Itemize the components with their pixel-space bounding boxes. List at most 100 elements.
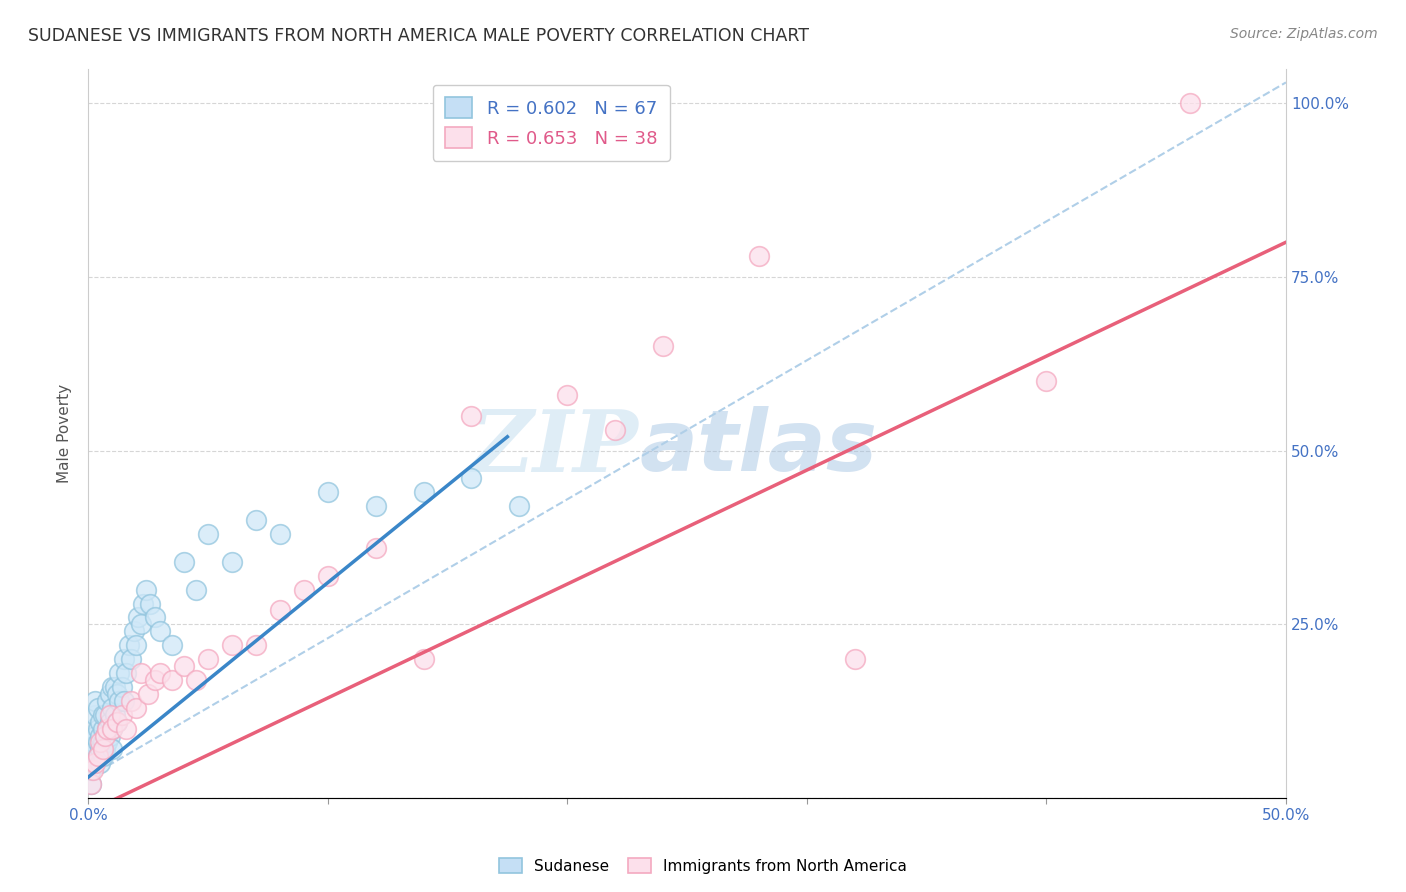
Point	[105, 687, 128, 701]
Point	[160, 673, 183, 687]
Point	[87, 749, 110, 764]
Point	[89, 756, 111, 771]
Point	[364, 500, 387, 514]
Point	[84, 729, 107, 743]
Point	[98, 687, 121, 701]
Point	[160, 638, 183, 652]
Point	[91, 707, 114, 722]
Point	[101, 680, 124, 694]
Point	[221, 638, 243, 652]
Y-axis label: Male Poverty: Male Poverty	[58, 384, 72, 483]
Point	[94, 742, 117, 756]
Point	[120, 652, 142, 666]
Point	[412, 485, 434, 500]
Point	[748, 249, 770, 263]
Point	[108, 694, 131, 708]
Point	[96, 722, 118, 736]
Point	[364, 541, 387, 555]
Point	[245, 638, 267, 652]
Point	[79, 777, 101, 791]
Point	[98, 729, 121, 743]
Point	[120, 694, 142, 708]
Point	[173, 555, 195, 569]
Point	[136, 687, 159, 701]
Point	[87, 722, 110, 736]
Point	[460, 471, 482, 485]
Point	[149, 624, 172, 639]
Point	[125, 638, 148, 652]
Point	[143, 673, 166, 687]
Point	[316, 485, 339, 500]
Point	[132, 597, 155, 611]
Point	[135, 582, 157, 597]
Point	[269, 603, 291, 617]
Text: SUDANESE VS IMMIGRANTS FROM NORTH AMERICA MALE POVERTY CORRELATION CHART: SUDANESE VS IMMIGRANTS FROM NORTH AMERIC…	[28, 27, 808, 45]
Point	[245, 513, 267, 527]
Point	[101, 722, 124, 736]
Point	[94, 729, 117, 743]
Point	[139, 597, 162, 611]
Point	[82, 722, 104, 736]
Text: ZIP: ZIP	[471, 406, 640, 490]
Text: Source: ZipAtlas.com: Source: ZipAtlas.com	[1230, 27, 1378, 41]
Point	[91, 742, 114, 756]
Point	[129, 665, 152, 680]
Point	[460, 409, 482, 423]
Point	[84, 694, 107, 708]
Point	[173, 659, 195, 673]
Point	[79, 764, 101, 778]
Point	[101, 742, 124, 756]
Point	[82, 756, 104, 771]
Point	[111, 680, 134, 694]
Point	[112, 652, 135, 666]
Point	[1178, 96, 1201, 111]
Point	[96, 722, 118, 736]
Point	[101, 700, 124, 714]
Point	[87, 700, 110, 714]
Point	[98, 707, 121, 722]
Point	[269, 527, 291, 541]
Point	[197, 527, 219, 541]
Legend: Sudanese, Immigrants from North America: Sudanese, Immigrants from North America	[494, 852, 912, 880]
Point	[125, 700, 148, 714]
Point	[221, 555, 243, 569]
Point	[149, 665, 172, 680]
Point	[89, 729, 111, 743]
Point	[316, 568, 339, 582]
Point	[115, 722, 138, 736]
Point	[96, 735, 118, 749]
Point	[118, 638, 141, 652]
Point	[122, 624, 145, 639]
Point	[111, 707, 134, 722]
Point	[89, 735, 111, 749]
Point	[112, 694, 135, 708]
Point	[652, 339, 675, 353]
Point	[94, 729, 117, 743]
Point	[91, 722, 114, 736]
Point	[108, 665, 131, 680]
Point	[105, 714, 128, 729]
Point	[103, 707, 125, 722]
Point	[84, 742, 107, 756]
Point	[605, 423, 627, 437]
Point	[143, 610, 166, 624]
Point	[98, 714, 121, 729]
Point	[84, 707, 107, 722]
Point	[197, 652, 219, 666]
Point	[412, 652, 434, 666]
Point	[127, 610, 149, 624]
Point	[96, 694, 118, 708]
Point	[115, 665, 138, 680]
Text: atlas: atlas	[640, 407, 877, 490]
Point	[91, 735, 114, 749]
Point	[89, 714, 111, 729]
Point	[94, 707, 117, 722]
Point	[103, 680, 125, 694]
Point	[101, 722, 124, 736]
Point	[87, 735, 110, 749]
Point	[184, 673, 207, 687]
Legend: R = 0.602   N = 67, R = 0.653   N = 38: R = 0.602 N = 67, R = 0.653 N = 38	[433, 85, 669, 161]
Point	[129, 617, 152, 632]
Point	[91, 749, 114, 764]
Point	[555, 388, 578, 402]
